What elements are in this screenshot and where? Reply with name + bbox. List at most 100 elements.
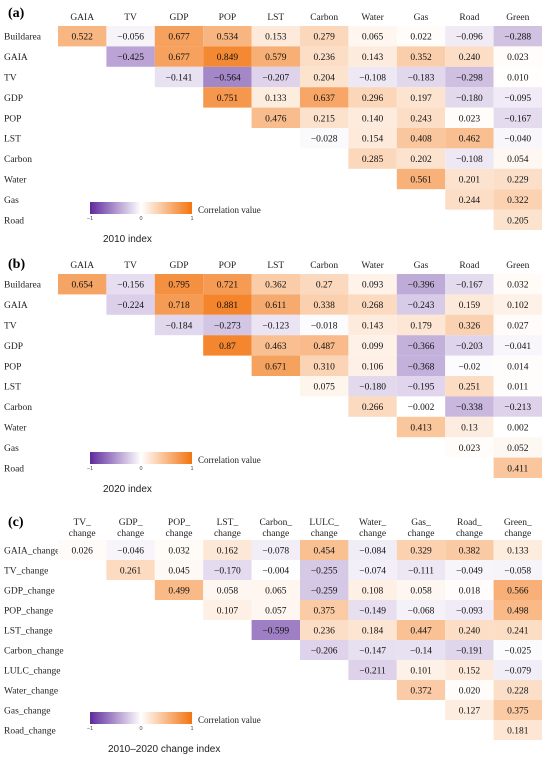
- cell-value-label: −0.195: [408, 383, 435, 393]
- heatmap-cell: [493, 294, 542, 315]
- cell-value-label: −0.002: [408, 403, 435, 413]
- row-label: Water: [4, 424, 27, 434]
- cell-value-label: 0.310: [314, 362, 336, 372]
- row-label: Water: [4, 176, 27, 186]
- row-label: Gas: [4, 196, 19, 206]
- legend-tick-label: 1: [190, 216, 193, 222]
- heatmap-cell: [300, 294, 349, 315]
- heatmap-cell: [251, 314, 300, 336]
- cell-value-label: −0.259: [311, 587, 338, 597]
- heatmap-cell: [251, 620, 300, 640]
- panel-caption: 2020 index: [103, 484, 152, 495]
- cell-value-label: 0.296: [362, 94, 384, 104]
- cell-value-label: 0.411: [507, 464, 528, 474]
- row-label: GDP: [4, 94, 23, 104]
- column-header-label: TV: [124, 261, 137, 271]
- panel-label: (a): [8, 6, 25, 21]
- heatmap-cell: [58, 274, 107, 295]
- column-header-label: change: [408, 529, 435, 539]
- heatmap-cell: [300, 335, 349, 356]
- heatmap-cell: [300, 46, 349, 67]
- row-label: GAIA_change: [4, 547, 59, 557]
- heatmap-cell: [396, 294, 446, 315]
- heatmap-cell: [493, 148, 542, 169]
- heatmap-cell: [445, 540, 494, 560]
- panel-caption: 2010–2020 change index: [108, 744, 220, 755]
- cell-value-label: 0.611: [265, 301, 286, 311]
- cell-value-label: 0.499: [168, 587, 190, 597]
- heatmap-cell: [493, 580, 542, 600]
- cell-value-label: −0.224: [117, 301, 144, 311]
- heatmap-cell: [445, 66, 494, 88]
- heatmap-cell: [106, 26, 155, 47]
- heatmap-cell: [445, 107, 494, 128]
- heatmap-cell: [493, 396, 542, 417]
- cell-value-label: 0.236: [314, 627, 336, 637]
- cell-value-label: 0.058: [217, 587, 239, 597]
- cell-value-label: 0.561: [410, 176, 432, 186]
- heatmap-cell: [493, 560, 542, 580]
- cell-value-label: 0.268: [362, 301, 384, 311]
- cell-value-label: −0.167: [456, 281, 483, 291]
- heatmap-cell: [445, 314, 494, 336]
- cell-value-label: 0.153: [265, 33, 287, 43]
- column-header-label: Carbon: [310, 13, 338, 23]
- heatmap-cell: [106, 274, 155, 295]
- row-label: TV: [4, 74, 17, 84]
- cell-value-label: −0.203: [456, 342, 483, 352]
- column-header-label: change: [311, 529, 338, 539]
- heatmap-cell: [203, 600, 252, 620]
- heatmap-cell: [493, 189, 542, 210]
- cell-value-label: 0.054: [507, 155, 529, 165]
- column-header-label: Road: [459, 13, 479, 23]
- column-header-label: Green: [506, 13, 529, 23]
- heatmap-cell: [348, 600, 397, 620]
- cell-value-label: 0.362: [265, 281, 287, 291]
- heatmap-cell: [493, 26, 542, 47]
- heatmap-cell: [348, 294, 397, 315]
- heatmap-cell: [251, 580, 300, 600]
- cell-value-label: 0.058: [410, 587, 432, 597]
- column-header-label: Carbon_: [259, 518, 292, 528]
- cell-value-label: −0.180: [359, 383, 386, 393]
- cell-value-label: −0.025: [504, 647, 531, 657]
- column-header-label: LST_: [217, 518, 239, 528]
- row-label: Carbon: [4, 155, 32, 165]
- heatmap-cell: [493, 274, 542, 295]
- column-header-label: change: [456, 529, 483, 539]
- column-header-label: change: [262, 529, 289, 539]
- cell-value-label: 0.534: [217, 33, 239, 43]
- cell-value-label: −0.111: [408, 567, 434, 577]
- heatmap-cell: [251, 600, 300, 620]
- heatmap-cell: [396, 560, 446, 580]
- cell-value-label: 0.322: [507, 196, 529, 206]
- cell-value-label: 0.279: [314, 33, 336, 43]
- heatmap-cell: [106, 540, 155, 560]
- heatmap-cell: [396, 87, 446, 108]
- cell-value-label: −0.141: [166, 74, 193, 84]
- cell-value-label: 0.181: [507, 727, 529, 737]
- cell-value-label: 0.326: [459, 322, 481, 332]
- cell-value-label: 0.045: [168, 567, 190, 577]
- cell-value-label: 0.023: [507, 53, 529, 63]
- column-header-label: change: [359, 529, 386, 539]
- heatmap-cell: [154, 540, 204, 560]
- heatmap-cell: [445, 294, 494, 315]
- cell-value-label: −0.288: [504, 33, 531, 43]
- heatmap-cell: [300, 580, 349, 600]
- heatmap-cell: [493, 87, 542, 108]
- cell-value-label: 0.244: [459, 196, 481, 206]
- heatmap-cell: [493, 314, 542, 336]
- heatmap-cell: [493, 620, 542, 640]
- cell-value-label: 0.179: [410, 322, 432, 332]
- heatmap-cell: [445, 620, 494, 640]
- cell-value-label: 0.637: [314, 94, 336, 104]
- heatmap-cell: [493, 355, 542, 376]
- heatmap-cell: [348, 660, 397, 680]
- cell-value-label: 0.375: [314, 607, 336, 617]
- heatmap-panel-1: (a) GAIA TV GDP POP LST Carbon Water Gas Road Gree…: [4, 6, 542, 245]
- cell-value-label: 0.718: [168, 301, 190, 311]
- row-label: TV_change: [4, 567, 48, 577]
- cell-value-label: 0.023: [459, 114, 481, 124]
- cell-value-label: 0.285: [362, 155, 384, 165]
